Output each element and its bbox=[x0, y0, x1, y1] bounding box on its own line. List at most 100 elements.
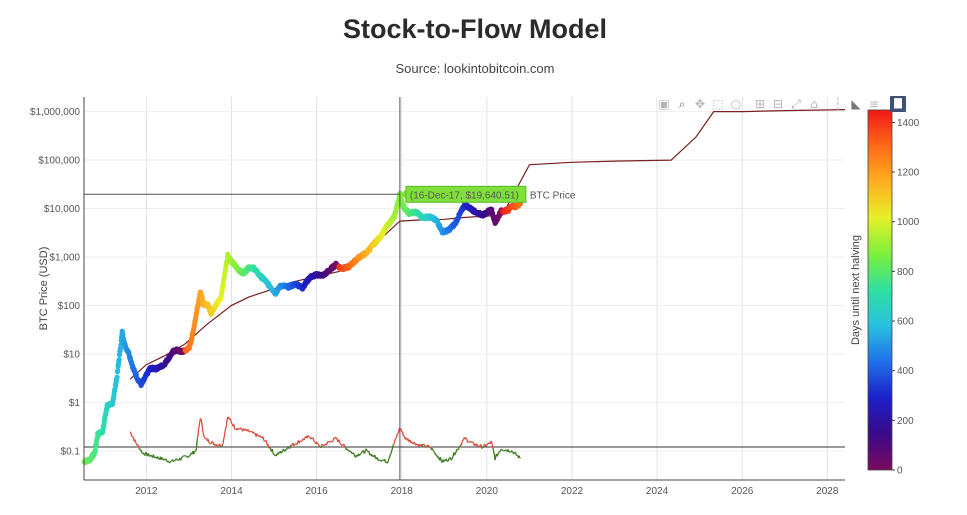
lasso-icon[interactable]: ○ bbox=[730, 97, 742, 111]
ratio-segment bbox=[148, 455, 151, 457]
hover-compare-icon[interactable]: ≡ bbox=[868, 97, 880, 111]
ratio-segment bbox=[312, 437, 315, 442]
ratio-segment bbox=[325, 443, 328, 446]
zoom-out-icon[interactable]: ⊟ bbox=[772, 97, 784, 111]
ratio-segment bbox=[519, 457, 521, 459]
btc-price-point[interactable] bbox=[92, 447, 98, 453]
ratio-segment bbox=[354, 455, 357, 458]
hover-closest-icon[interactable]: ◣ bbox=[851, 97, 861, 111]
ratio-segment bbox=[428, 445, 430, 448]
ratio-segment bbox=[364, 449, 367, 454]
ratio-segment bbox=[134, 439, 137, 443]
ratio-segment bbox=[378, 459, 381, 462]
ratio-segment bbox=[233, 424, 236, 429]
autoscale-icon[interactable]: ⤢ bbox=[791, 97, 801, 111]
ratio-segment bbox=[455, 449, 458, 453]
ratio-segment bbox=[203, 435, 206, 438]
ratio-segment bbox=[507, 449, 510, 452]
ratio-segment bbox=[374, 454, 377, 458]
ratio-segment bbox=[196, 436, 199, 440]
btc-price-point[interactable] bbox=[116, 357, 122, 363]
ratio-segment bbox=[304, 436, 307, 439]
ratio-segment bbox=[361, 450, 364, 453]
ratio-segment bbox=[484, 443, 486, 446]
colorbar-tick-label: 0 bbox=[897, 466, 903, 477]
tooltip-box bbox=[405, 185, 527, 203]
ratio-segment bbox=[150, 454, 153, 458]
colorbar-tick-label: 400 bbox=[897, 366, 914, 377]
pan-icon[interactable]: ✥ bbox=[694, 97, 706, 111]
ratio-segment bbox=[343, 443, 345, 446]
ratio-segment bbox=[142, 452, 145, 456]
ratio-segment bbox=[432, 449, 434, 452]
spike-lines-icon[interactable]: ┆ bbox=[834, 97, 842, 111]
home-icon[interactable]: ⌂ bbox=[810, 97, 818, 111]
ratio-segment bbox=[164, 458, 167, 460]
ratio-segment bbox=[365, 448, 368, 451]
ratio-segment bbox=[472, 441, 474, 443]
ratio-segment bbox=[200, 419, 203, 423]
x-tick-label: 2022 bbox=[561, 486, 584, 497]
ratio-segment bbox=[393, 442, 396, 446]
ratio-segment bbox=[211, 441, 213, 443]
ratio-segment bbox=[331, 440, 334, 443]
ratio-segment bbox=[489, 441, 492, 445]
ratio-segment bbox=[505, 449, 508, 451]
ratio-segment bbox=[326, 441, 329, 444]
ratio-segment bbox=[381, 459, 383, 462]
ratio-segment bbox=[247, 429, 250, 433]
x-tick-label: 2014 bbox=[220, 486, 243, 497]
ratio-segment bbox=[245, 428, 247, 431]
ratio-segment bbox=[240, 428, 243, 431]
ratio-segment bbox=[281, 450, 284, 453]
ratio-segment bbox=[331, 441, 333, 443]
ratio-segment bbox=[393, 439, 396, 443]
ratio-segment bbox=[476, 443, 479, 447]
box-select-icon[interactable]: ⬚ bbox=[712, 97, 724, 111]
ratio-segment bbox=[462, 439, 464, 441]
btc-price-point[interactable] bbox=[220, 281, 226, 287]
x-tick-label: 2012 bbox=[135, 486, 158, 497]
ratio-segment bbox=[321, 443, 324, 446]
ratio-segment bbox=[201, 428, 204, 434]
ratio-segment bbox=[329, 440, 331, 443]
ratio-segment bbox=[265, 440, 268, 443]
ratio-segment bbox=[352, 452, 355, 455]
plotly-logo-icon[interactable]: ▇ bbox=[890, 96, 906, 112]
ratio-segment bbox=[169, 461, 171, 464]
ratio-segment bbox=[351, 452, 354, 455]
ratio-segment bbox=[303, 437, 306, 441]
ratio-segment bbox=[338, 439, 341, 443]
ratio-segment bbox=[348, 450, 351, 453]
ratio-segment bbox=[460, 442, 463, 446]
ratio-segment bbox=[289, 447, 291, 449]
ratio-segment bbox=[131, 436, 134, 438]
ratio-segment bbox=[515, 452, 517, 456]
ratio-segment bbox=[199, 418, 202, 420]
zoom-in-icon[interactable]: ⊞ bbox=[754, 97, 766, 111]
btc-price-point[interactable] bbox=[114, 374, 120, 380]
ratio-segment bbox=[130, 435, 133, 437]
y-tick-label: $10 bbox=[63, 349, 80, 360]
ratio-segment bbox=[201, 422, 204, 429]
y-tick-label: $100 bbox=[58, 301, 81, 312]
ratio-segment bbox=[267, 444, 270, 448]
ratio-segment bbox=[511, 450, 513, 453]
y-tick-label: $1 bbox=[69, 398, 81, 409]
ratio-segment bbox=[353, 454, 356, 457]
ratio-segment bbox=[182, 455, 184, 458]
chart-title: Stock-to-Flow Model bbox=[343, 14, 607, 44]
ratio-segment bbox=[317, 443, 320, 446]
zoom-icon[interactable]: ⌕ bbox=[678, 97, 686, 111]
ratio-segment bbox=[146, 454, 149, 457]
ratio-segment bbox=[231, 423, 233, 425]
ratio-segment bbox=[431, 448, 434, 451]
ratio-segment bbox=[391, 445, 394, 450]
ratio-segment bbox=[395, 434, 398, 438]
ratio-segment bbox=[169, 460, 172, 463]
btc-price-point[interactable] bbox=[115, 367, 121, 373]
ratio-segment bbox=[242, 428, 245, 430]
ratio-segment bbox=[380, 460, 383, 462]
camera-icon[interactable]: ▣ bbox=[658, 97, 670, 111]
